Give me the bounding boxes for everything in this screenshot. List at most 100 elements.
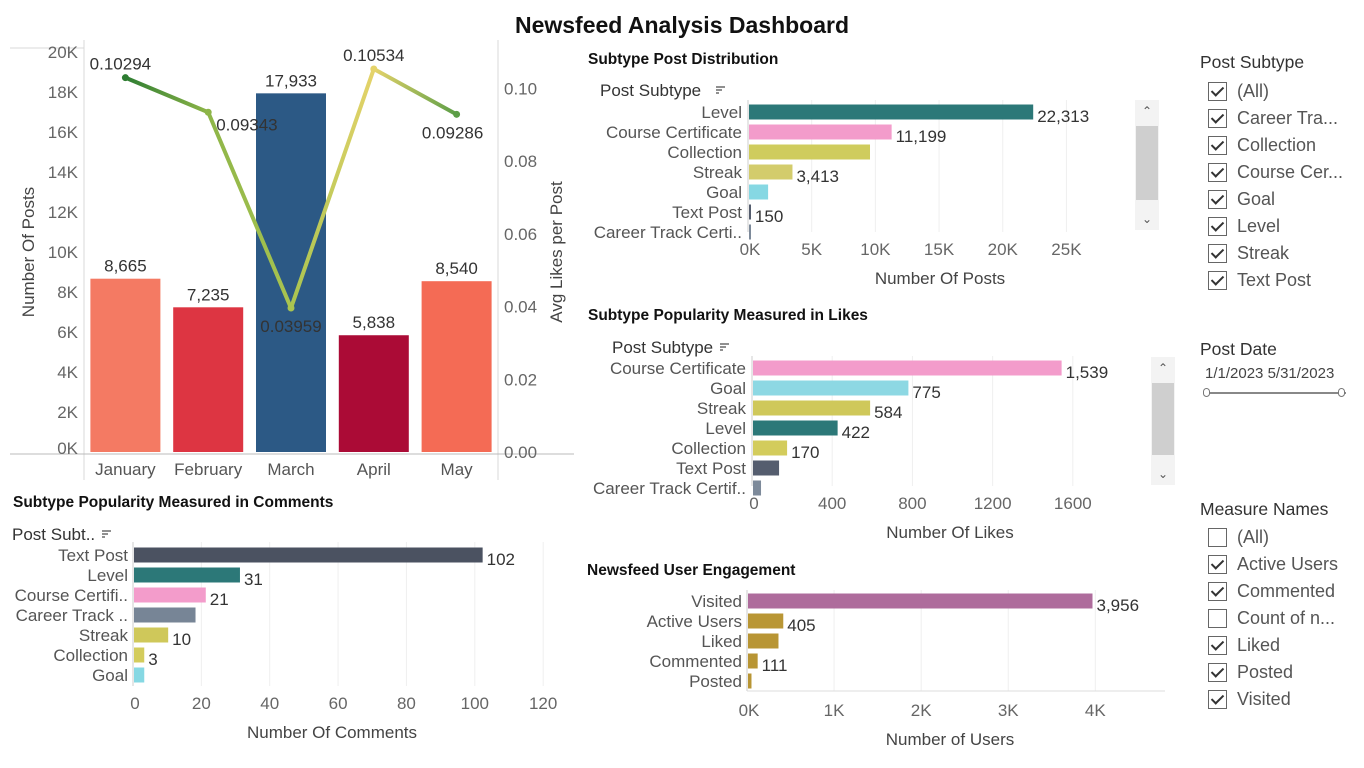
- checkbox-checked-icon[interactable]: [1208, 554, 1227, 574]
- post-subtype-option-label: (All): [1237, 80, 1269, 101]
- checkbox-checked-icon[interactable]: [1208, 135, 1227, 155]
- avg-likes-point: [121, 74, 129, 82]
- avg-likes-label: 0.03959: [260, 317, 321, 336]
- category-label: Collection: [671, 439, 746, 458]
- x-tick-label: 10K: [860, 240, 891, 259]
- checkbox-checked-icon[interactable]: [1208, 662, 1227, 682]
- checkbox-unchecked-icon[interactable]: [1208, 527, 1227, 547]
- bar-level: [753, 420, 838, 436]
- measure-names-option[interactable]: Count of n...: [1208, 606, 1335, 630]
- checkbox-checked-icon[interactable]: [1208, 189, 1227, 209]
- category-label: Collection: [667, 143, 742, 162]
- post-date-range: 1/1/2023 5/31/2023: [1205, 365, 1350, 382]
- post-date-end-handle[interactable]: [1338, 388, 1345, 397]
- post-subtype-option[interactable]: Course Cer...: [1208, 160, 1343, 184]
- bar-value-label: 3: [148, 650, 157, 669]
- x-tick-label: 40: [260, 694, 279, 713]
- avg-likes-line-segment: [289, 66, 376, 311]
- measure-names-option[interactable]: Liked: [1208, 633, 1280, 657]
- measure-names-option-label: (All): [1237, 526, 1269, 547]
- scroll-down-icon[interactable]: ⌄: [1141, 212, 1153, 226]
- scroll-up-icon[interactable]: ⌃: [1157, 361, 1169, 375]
- post-date-start-handle[interactable]: [1203, 388, 1210, 397]
- subtype-posts-scrollbar[interactable]: ⌃ ⌄: [1135, 100, 1159, 230]
- bar-value-label: 150: [755, 207, 783, 226]
- checkbox-checked-icon[interactable]: [1208, 81, 1227, 101]
- post-subtype-option[interactable]: Collection: [1208, 133, 1316, 157]
- category-label: Liked: [701, 632, 742, 651]
- y-tick-label: 8K: [57, 283, 78, 302]
- post-subtype-option[interactable]: Career Tra...: [1208, 106, 1338, 130]
- bar-commented: [748, 653, 758, 669]
- category-label: Collection: [53, 646, 128, 665]
- bar-value-label: 22,313: [1037, 107, 1089, 126]
- checkbox-unchecked-icon[interactable]: [1208, 608, 1227, 628]
- bar-label: 8,665: [104, 257, 147, 276]
- avg-likes-point: [453, 110, 461, 118]
- post-subtype-option[interactable]: Streak: [1208, 241, 1289, 265]
- checkbox-checked-icon[interactable]: [1208, 270, 1227, 290]
- measure-names-option[interactable]: Active Users: [1208, 552, 1338, 576]
- bar-posted: [748, 673, 752, 689]
- post-date-slider-track[interactable]: [1206, 392, 1346, 394]
- post-subtype-option[interactable]: (All): [1208, 79, 1269, 103]
- post-subtype-filter-title: Post Subtype: [1200, 52, 1305, 72]
- avg-likes-line-segment: [371, 66, 459, 117]
- category-label: Visited: [691, 592, 742, 611]
- y-axis-title: Number Of Posts: [19, 187, 38, 317]
- checkbox-checked-icon[interactable]: [1208, 216, 1227, 236]
- x-tick-label: 80: [397, 694, 416, 713]
- bar-text-post: [749, 204, 751, 220]
- avg-likes-point: [370, 65, 378, 73]
- bar-value-label: 3,413: [796, 167, 839, 186]
- x-tick-label: 20: [192, 694, 211, 713]
- post-subtype-option[interactable]: Goal: [1208, 187, 1275, 211]
- post-subtype-option[interactable]: Level: [1208, 214, 1280, 238]
- x-tick-label: 4K: [1085, 701, 1106, 720]
- y-right-tick-label: 0.10: [504, 79, 537, 98]
- checkbox-checked-icon[interactable]: [1208, 108, 1227, 128]
- bar-active-users: [748, 613, 784, 629]
- checkbox-checked-icon[interactable]: [1208, 243, 1227, 263]
- bar-value-label: 422: [842, 423, 870, 442]
- checkbox-checked-icon[interactable]: [1208, 581, 1227, 601]
- checkbox-checked-icon[interactable]: [1208, 689, 1227, 709]
- measure-names-option[interactable]: (All): [1208, 525, 1269, 549]
- scroll-up-icon[interactable]: ⌃: [1141, 104, 1153, 118]
- measure-names-option-label: Active Users: [1237, 553, 1339, 574]
- avg-likes-line-segment: [206, 110, 293, 311]
- bar-value-label: 405: [787, 616, 815, 635]
- scroll-down-icon[interactable]: ⌄: [1157, 467, 1169, 481]
- subtype-comments-chart: 0 20 40 60 80 100 120 Number Of Comments Post Su…: [12, 525, 557, 742]
- y-tick-label: 10K: [48, 243, 79, 262]
- measure-names-option[interactable]: Commented: [1208, 579, 1335, 603]
- measure-names-option[interactable]: Visited: [1208, 687, 1291, 711]
- scrollbar-thumb[interactable]: [1136, 126, 1158, 200]
- y-tick-label: 2K: [57, 403, 78, 422]
- bar-value-label: 3,956: [1097, 596, 1140, 615]
- post-subtype-option-label: Career Tra...: [1237, 107, 1339, 128]
- x-tick-label: 100: [461, 694, 489, 713]
- post-subtype-option[interactable]: Text Post: [1208, 268, 1311, 292]
- x-tick-label: 0K: [739, 701, 760, 720]
- subtype-likes-scrollbar[interactable]: ⌃ ⌄: [1151, 357, 1175, 485]
- post-date-start: 1/1/2023: [1205, 365, 1264, 382]
- subtype-likes-title: Subtype Popularity Measured in Likes: [588, 307, 868, 324]
- engagement-chart: 0K 1K 2K 3K 4K Number of Users Visited 3,956 Act…: [647, 590, 1165, 749]
- category-label: Level: [87, 566, 128, 585]
- category-label: Text Post: [58, 546, 128, 565]
- x-tick-label: 400: [818, 494, 846, 513]
- y-right-tick-label: 0.06: [504, 225, 537, 244]
- y-right-tick-label: 0.00: [504, 443, 537, 462]
- x-tick-label: February: [174, 460, 243, 479]
- scrollbar-thumb[interactable]: [1152, 383, 1174, 455]
- x-tick-label: 120: [529, 694, 557, 713]
- checkbox-checked-icon[interactable]: [1208, 162, 1227, 182]
- subtype-posts-chart: 0K 5K 10K 15K 20K 25K Number Of Posts Post Subt…: [594, 81, 1090, 288]
- checkbox-checked-icon[interactable]: [1208, 635, 1227, 655]
- dimension-header: Post Subtype: [600, 81, 701, 100]
- bar-value-label: 584: [874, 403, 902, 422]
- measure-names-option[interactable]: Posted: [1208, 660, 1293, 684]
- bar-goal: [134, 667, 145, 683]
- bar-collection: [749, 144, 870, 160]
